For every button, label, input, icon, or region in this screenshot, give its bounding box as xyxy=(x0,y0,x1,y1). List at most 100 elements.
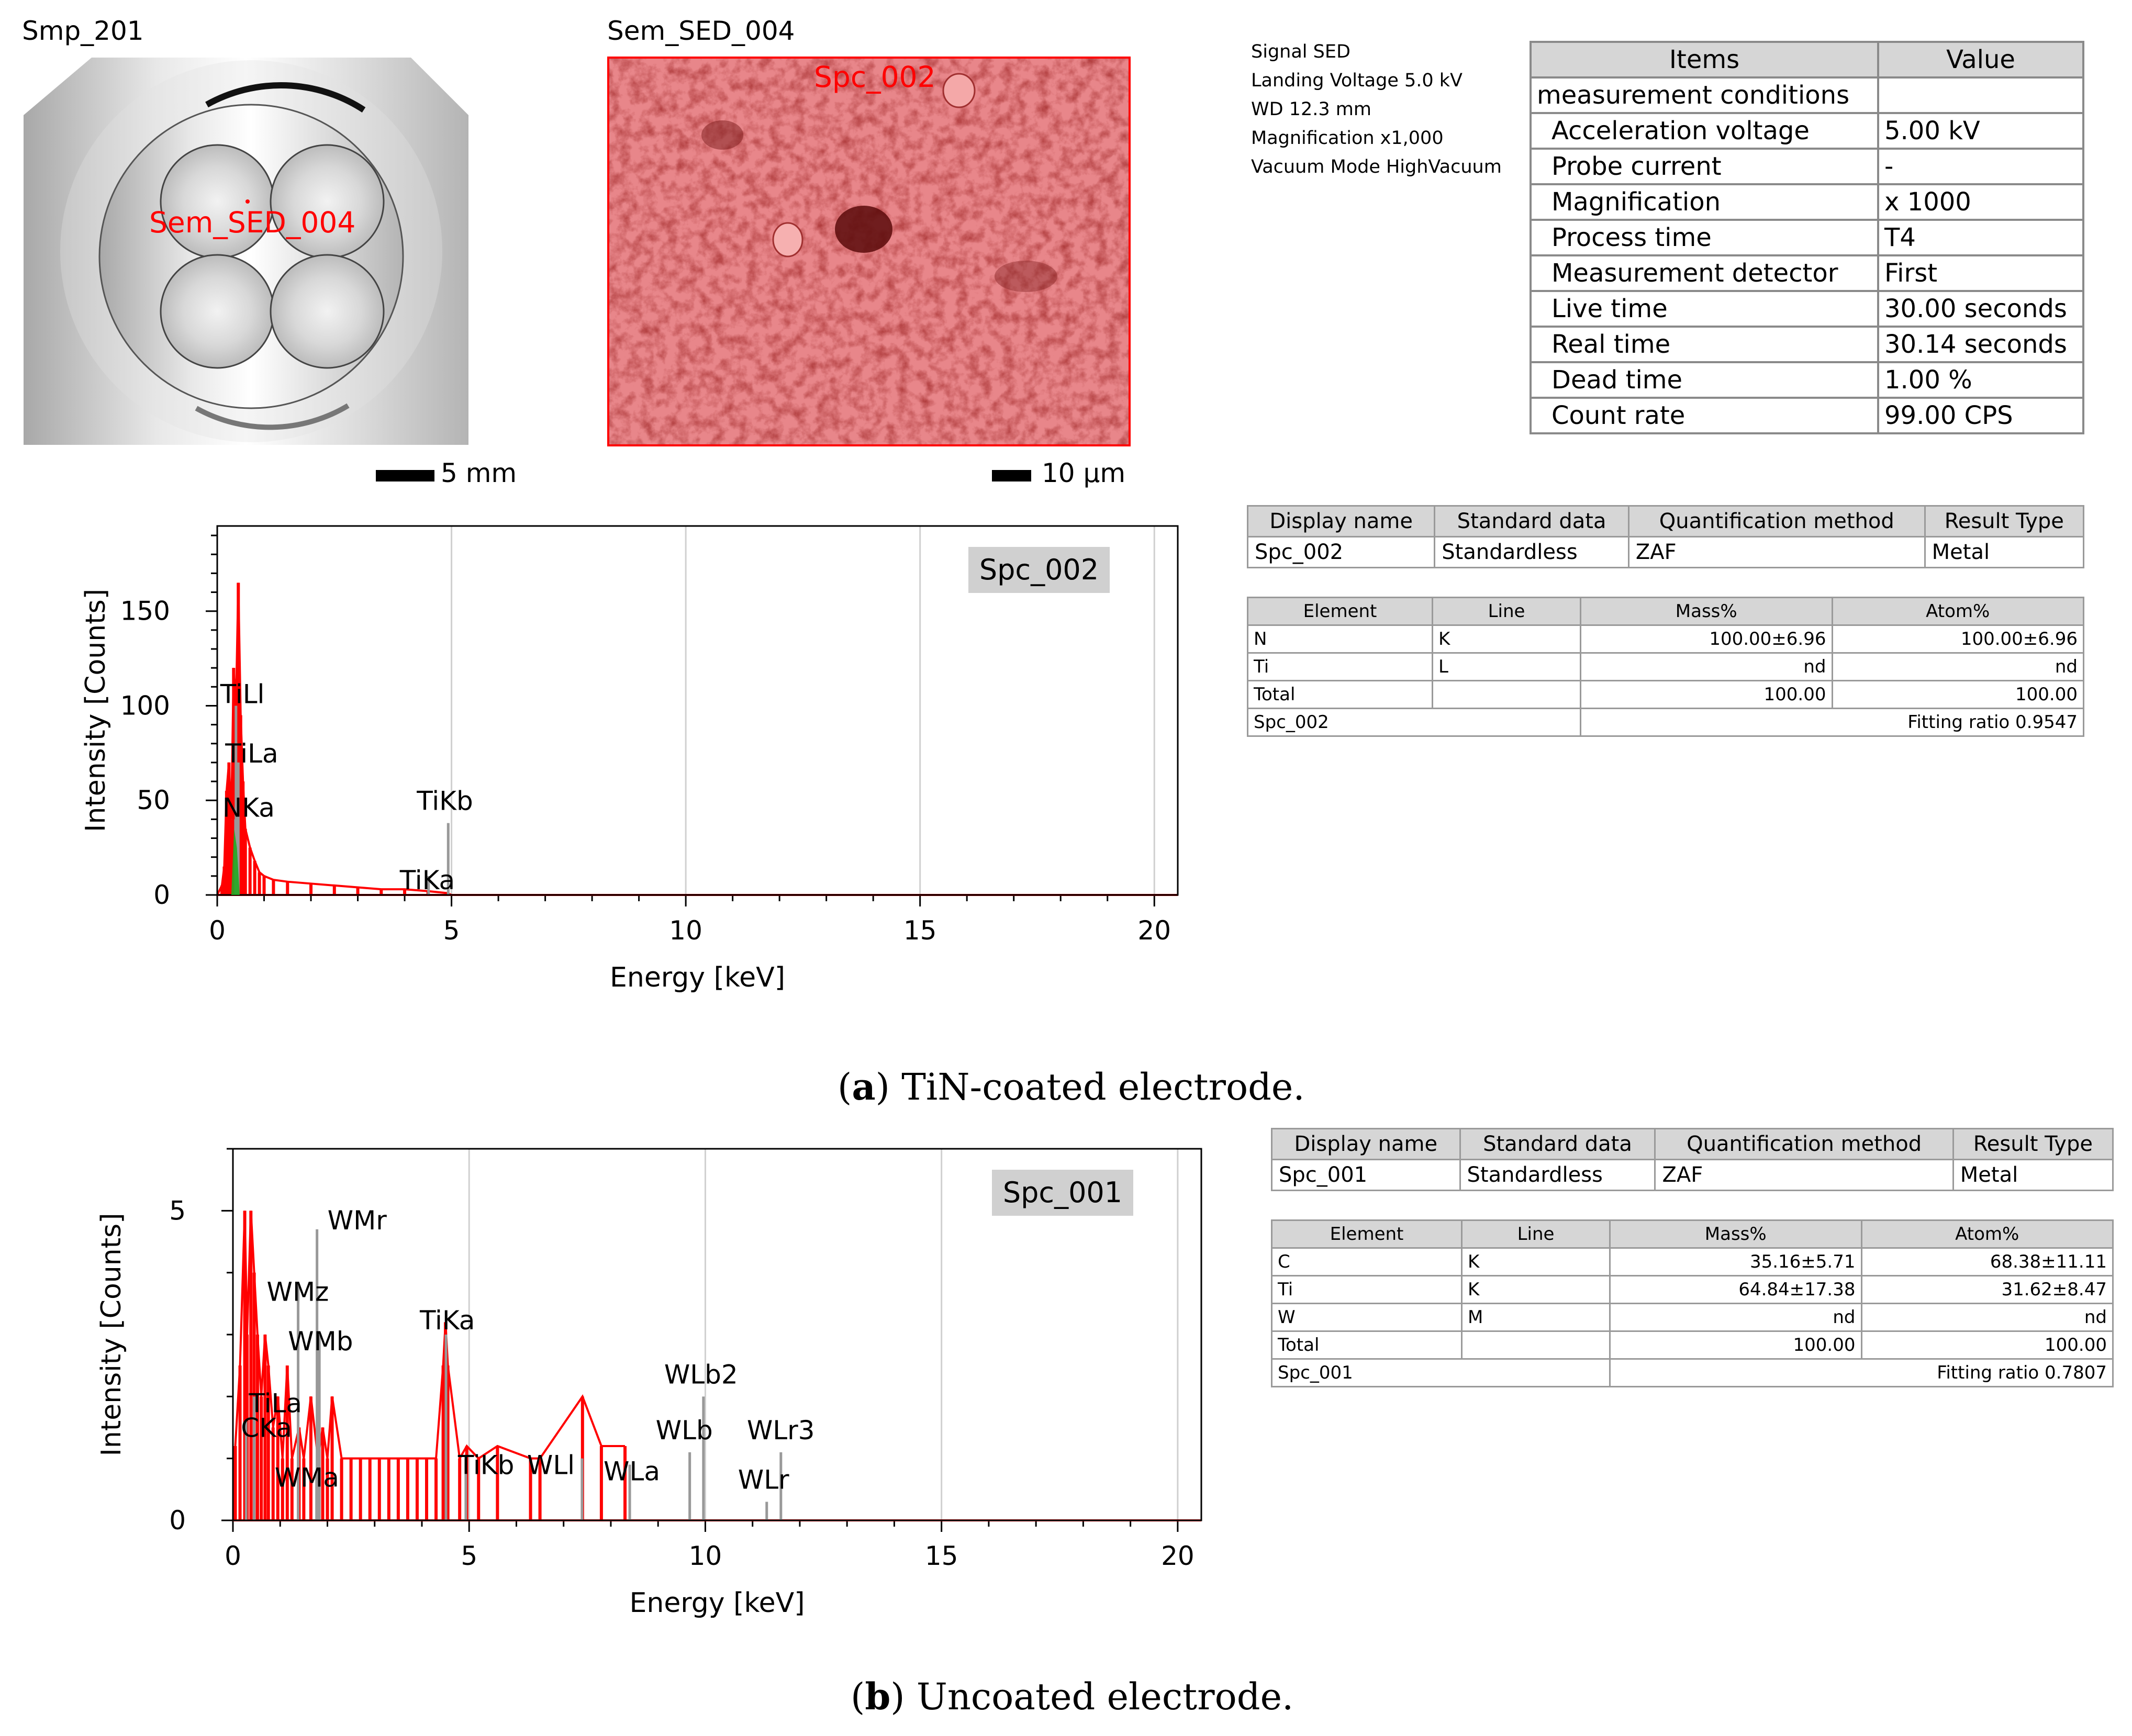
x-axis-label: Energy [keV] xyxy=(630,1587,805,1619)
table-cell xyxy=(1877,76,2084,114)
spectrum-badge-bg xyxy=(992,1170,1133,1216)
table-cell: K xyxy=(1432,624,1581,654)
table-cell: Probe current xyxy=(1530,148,1879,185)
table-cell: C xyxy=(1271,1247,1463,1276)
table-cell: Magnification xyxy=(1530,183,1879,221)
x-tick-label: 15 xyxy=(925,1541,958,1571)
caption-b: (b) Uncoated electrode. xyxy=(851,1675,1294,1718)
table-row: Dead time 1.00 % xyxy=(1530,361,2084,399)
y-axis-label: Intensity [Counts] xyxy=(96,1213,127,1457)
peak-marker-label: WLr xyxy=(738,1465,789,1495)
table-footer-row: Spc_001 Fitting ratio 0.7807 xyxy=(1271,1358,2114,1387)
table-cell: L xyxy=(1432,652,1581,681)
table-cell: Dead time xyxy=(1530,361,1879,399)
peak-marker-label: WLl xyxy=(527,1450,575,1481)
plot-frame xyxy=(232,1148,1202,1521)
y-tick-label: 5 xyxy=(169,1195,186,1226)
column-header: Quantification method xyxy=(1627,505,1926,537)
table-row: Measurement detector First xyxy=(1530,254,2084,292)
table-cell: Count rate xyxy=(1530,397,1879,434)
peak-marker-label: TiKb xyxy=(457,1450,514,1481)
column-header: Line xyxy=(1461,1219,1611,1249)
table-cell: nd xyxy=(1609,1303,1862,1332)
table-cell: M xyxy=(1461,1303,1611,1332)
table-row: Spc_002 Standardless ZAF Metal xyxy=(1246,536,2085,568)
results-table-a: Element Line Mass% Atom% N K 100.00±6.96 10… xyxy=(1247,597,2084,737)
table-cell: 64.84±17.38 xyxy=(1609,1275,1862,1304)
table-cell: nd xyxy=(1580,652,1833,681)
peak-marker-label: WMz xyxy=(267,1276,329,1307)
sem-meta-line: Landing Voltage 5.0 kV xyxy=(1251,70,1463,91)
y-tick-label: 50 xyxy=(137,785,170,815)
table-header-row: Element Line Mass% Atom% xyxy=(1247,597,2084,626)
table-cell: ZAF xyxy=(1654,1159,1954,1191)
caption-text: ) Uncoated electrode. xyxy=(890,1675,1294,1718)
column-header: Items xyxy=(1530,41,1879,79)
table-cell: 5.00 kV xyxy=(1877,112,2084,150)
table-cell: Ti xyxy=(1247,652,1433,681)
peak-marker-label: WMa xyxy=(275,1462,339,1493)
table-row: Total 100.00 100.00 xyxy=(1247,680,2084,709)
table-cell: Spc_001 xyxy=(1271,1358,1611,1387)
peak-marker-label: WLb2 xyxy=(664,1359,738,1390)
column-header: Element xyxy=(1247,597,1433,626)
x-tick-label: 10 xyxy=(689,1541,722,1571)
peak-marker-label: WLr3 xyxy=(747,1415,815,1446)
peak-marker-label: CKa xyxy=(241,1413,292,1443)
table-row: Acceleration voltage 5.00 kV xyxy=(1530,112,2084,150)
table-row: Magnification x 1000 xyxy=(1530,183,2084,221)
nka-peak-fill xyxy=(231,828,240,895)
table-header-row: Display name Standard data Quantificatio… xyxy=(1271,1128,2114,1160)
holder-scalebar-line xyxy=(376,470,434,481)
table-cell: - xyxy=(1877,148,2084,185)
x-tick-label: 20 xyxy=(1161,1541,1195,1571)
table-cell: measurement conditions xyxy=(1530,76,1879,114)
holder-scalebar-text: 5 mm xyxy=(441,458,517,488)
sem-spot-label: Spc_002 xyxy=(814,60,936,94)
conditions-table: Items Value measurement conditions Accel… xyxy=(1530,41,2084,434)
table-row: measurement conditions xyxy=(1530,76,2084,114)
column-header: Standard data xyxy=(1434,505,1629,537)
table-row: Count rate 99.00 CPS xyxy=(1530,397,2084,434)
peak-marker-label: WMb xyxy=(288,1326,353,1357)
table-header-row: Items Value xyxy=(1530,41,2084,79)
table-cell: 100.00 xyxy=(1580,680,1833,709)
sem-image xyxy=(607,57,1131,446)
table-cell: Metal xyxy=(1924,536,2085,568)
holder-label: Smp_201 xyxy=(22,16,144,46)
sem-meta-line: Vacuum Mode HighVacuum xyxy=(1251,156,1502,177)
table-cell: Spc_001 xyxy=(1271,1159,1461,1191)
table-cell: nd xyxy=(1860,1303,2114,1332)
column-header: Result Type xyxy=(1952,1128,2114,1160)
table-row: Real time 30.14 seconds xyxy=(1530,326,2084,363)
table-cell: W xyxy=(1271,1303,1463,1332)
peak-marker-label: TiLa xyxy=(249,1388,302,1418)
x-tick-label: 5 xyxy=(443,915,460,946)
table-cell: 100.00±6.96 xyxy=(1831,624,2084,654)
x-tick-label: 5 xyxy=(461,1541,477,1571)
table-cell: K xyxy=(1461,1275,1611,1304)
table-cell: Total xyxy=(1271,1330,1463,1360)
table-cell: x 1000 xyxy=(1877,183,2084,221)
holder-marker-label: Sem_SED_004 xyxy=(149,206,356,239)
y-tick-label: 150 xyxy=(120,596,170,626)
peak-marker-label: NKa xyxy=(222,792,275,823)
table-cell: 31.62±8.47 xyxy=(1860,1275,2114,1304)
table-cell: 68.38±11.11 xyxy=(1860,1247,2114,1276)
table-row: Ti K 64.84±17.38 31.62±8.47 xyxy=(1271,1275,2114,1304)
spectrum-badge: Spc_002 xyxy=(979,553,1099,586)
column-header: Element xyxy=(1271,1219,1463,1249)
table-cell: 35.16±5.71 xyxy=(1609,1247,1862,1276)
peak-marker-label: WMr xyxy=(328,1205,387,1236)
table-row: N K 100.00±6.96 100.00±6.96 xyxy=(1247,624,2084,654)
table-header-row: Display name Standard data Quantificatio… xyxy=(1246,505,2085,537)
summary-table-b: Display name Standard data Quantificatio… xyxy=(1271,1128,2114,1191)
x-tick-label: 15 xyxy=(903,915,937,946)
table-cell: 100.00 xyxy=(1831,680,2084,709)
table-cell: Ti xyxy=(1271,1275,1463,1304)
table-cell: 100.00 xyxy=(1860,1330,2114,1360)
x-axis-label: Energy [keV] xyxy=(610,962,785,993)
y-tick-label: 100 xyxy=(120,690,170,721)
peak-marker-label: TiLa xyxy=(225,738,278,769)
